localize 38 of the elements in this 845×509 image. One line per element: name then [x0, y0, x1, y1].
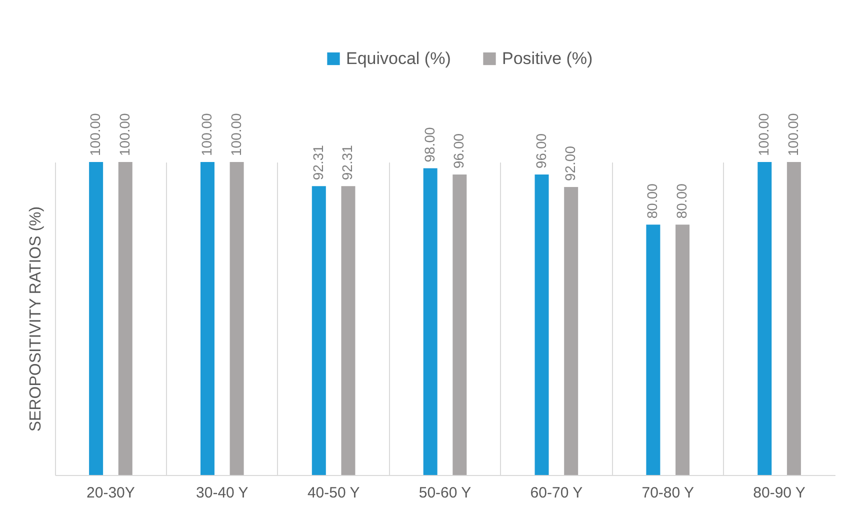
- bar: [564, 187, 578, 475]
- bar: [423, 168, 438, 475]
- bar: [452, 174, 467, 475]
- x-tick-label: 40-50 Y: [307, 484, 360, 502]
- bar: [534, 174, 549, 475]
- bar: [230, 162, 244, 475]
- x-tick-label: 20-30Y: [86, 484, 135, 502]
- data-label: 96.00: [532, 133, 549, 169]
- data-label: 100.00: [198, 112, 214, 156]
- bar: [341, 186, 356, 475]
- bar: [89, 162, 104, 475]
- data-label: 100.00: [756, 112, 772, 156]
- data-label: 80.00: [674, 183, 690, 219]
- bar: [312, 186, 326, 475]
- data-label: 92.00: [562, 146, 578, 182]
- data-label: 100.00: [228, 112, 244, 156]
- x-tick-label: 50-60 Y: [418, 484, 472, 502]
- x-tick-label: 60-70 Y: [530, 484, 583, 502]
- data-label: 98.00: [421, 127, 438, 162]
- bar: [646, 224, 660, 475]
- bar: [200, 162, 214, 475]
- x-tick-label: 30-40 Y: [196, 484, 248, 502]
- data-label: 80.00: [644, 183, 660, 219]
- data-label: 100.00: [116, 112, 132, 156]
- legend-label: Equivocal (%): [346, 48, 451, 68]
- y-axis-title: SEROPOSITIVITY RATIOS (%): [28, 206, 44, 432]
- x-tick-label: 70-80 Y: [642, 484, 694, 502]
- legend-label: Positive (%): [502, 48, 593, 68]
- data-label: 92.31: [339, 144, 356, 180]
- data-label: 92.31: [310, 144, 326, 180]
- data-label: 100.00: [784, 112, 801, 156]
- data-label: 96.00: [450, 133, 467, 169]
- bar: [758, 162, 772, 475]
- bar: [118, 162, 132, 475]
- x-tick-label: 80-90 Y: [753, 484, 806, 502]
- data-label: 100.00: [87, 112, 104, 156]
- bar: [786, 162, 801, 475]
- bar: [676, 224, 690, 475]
